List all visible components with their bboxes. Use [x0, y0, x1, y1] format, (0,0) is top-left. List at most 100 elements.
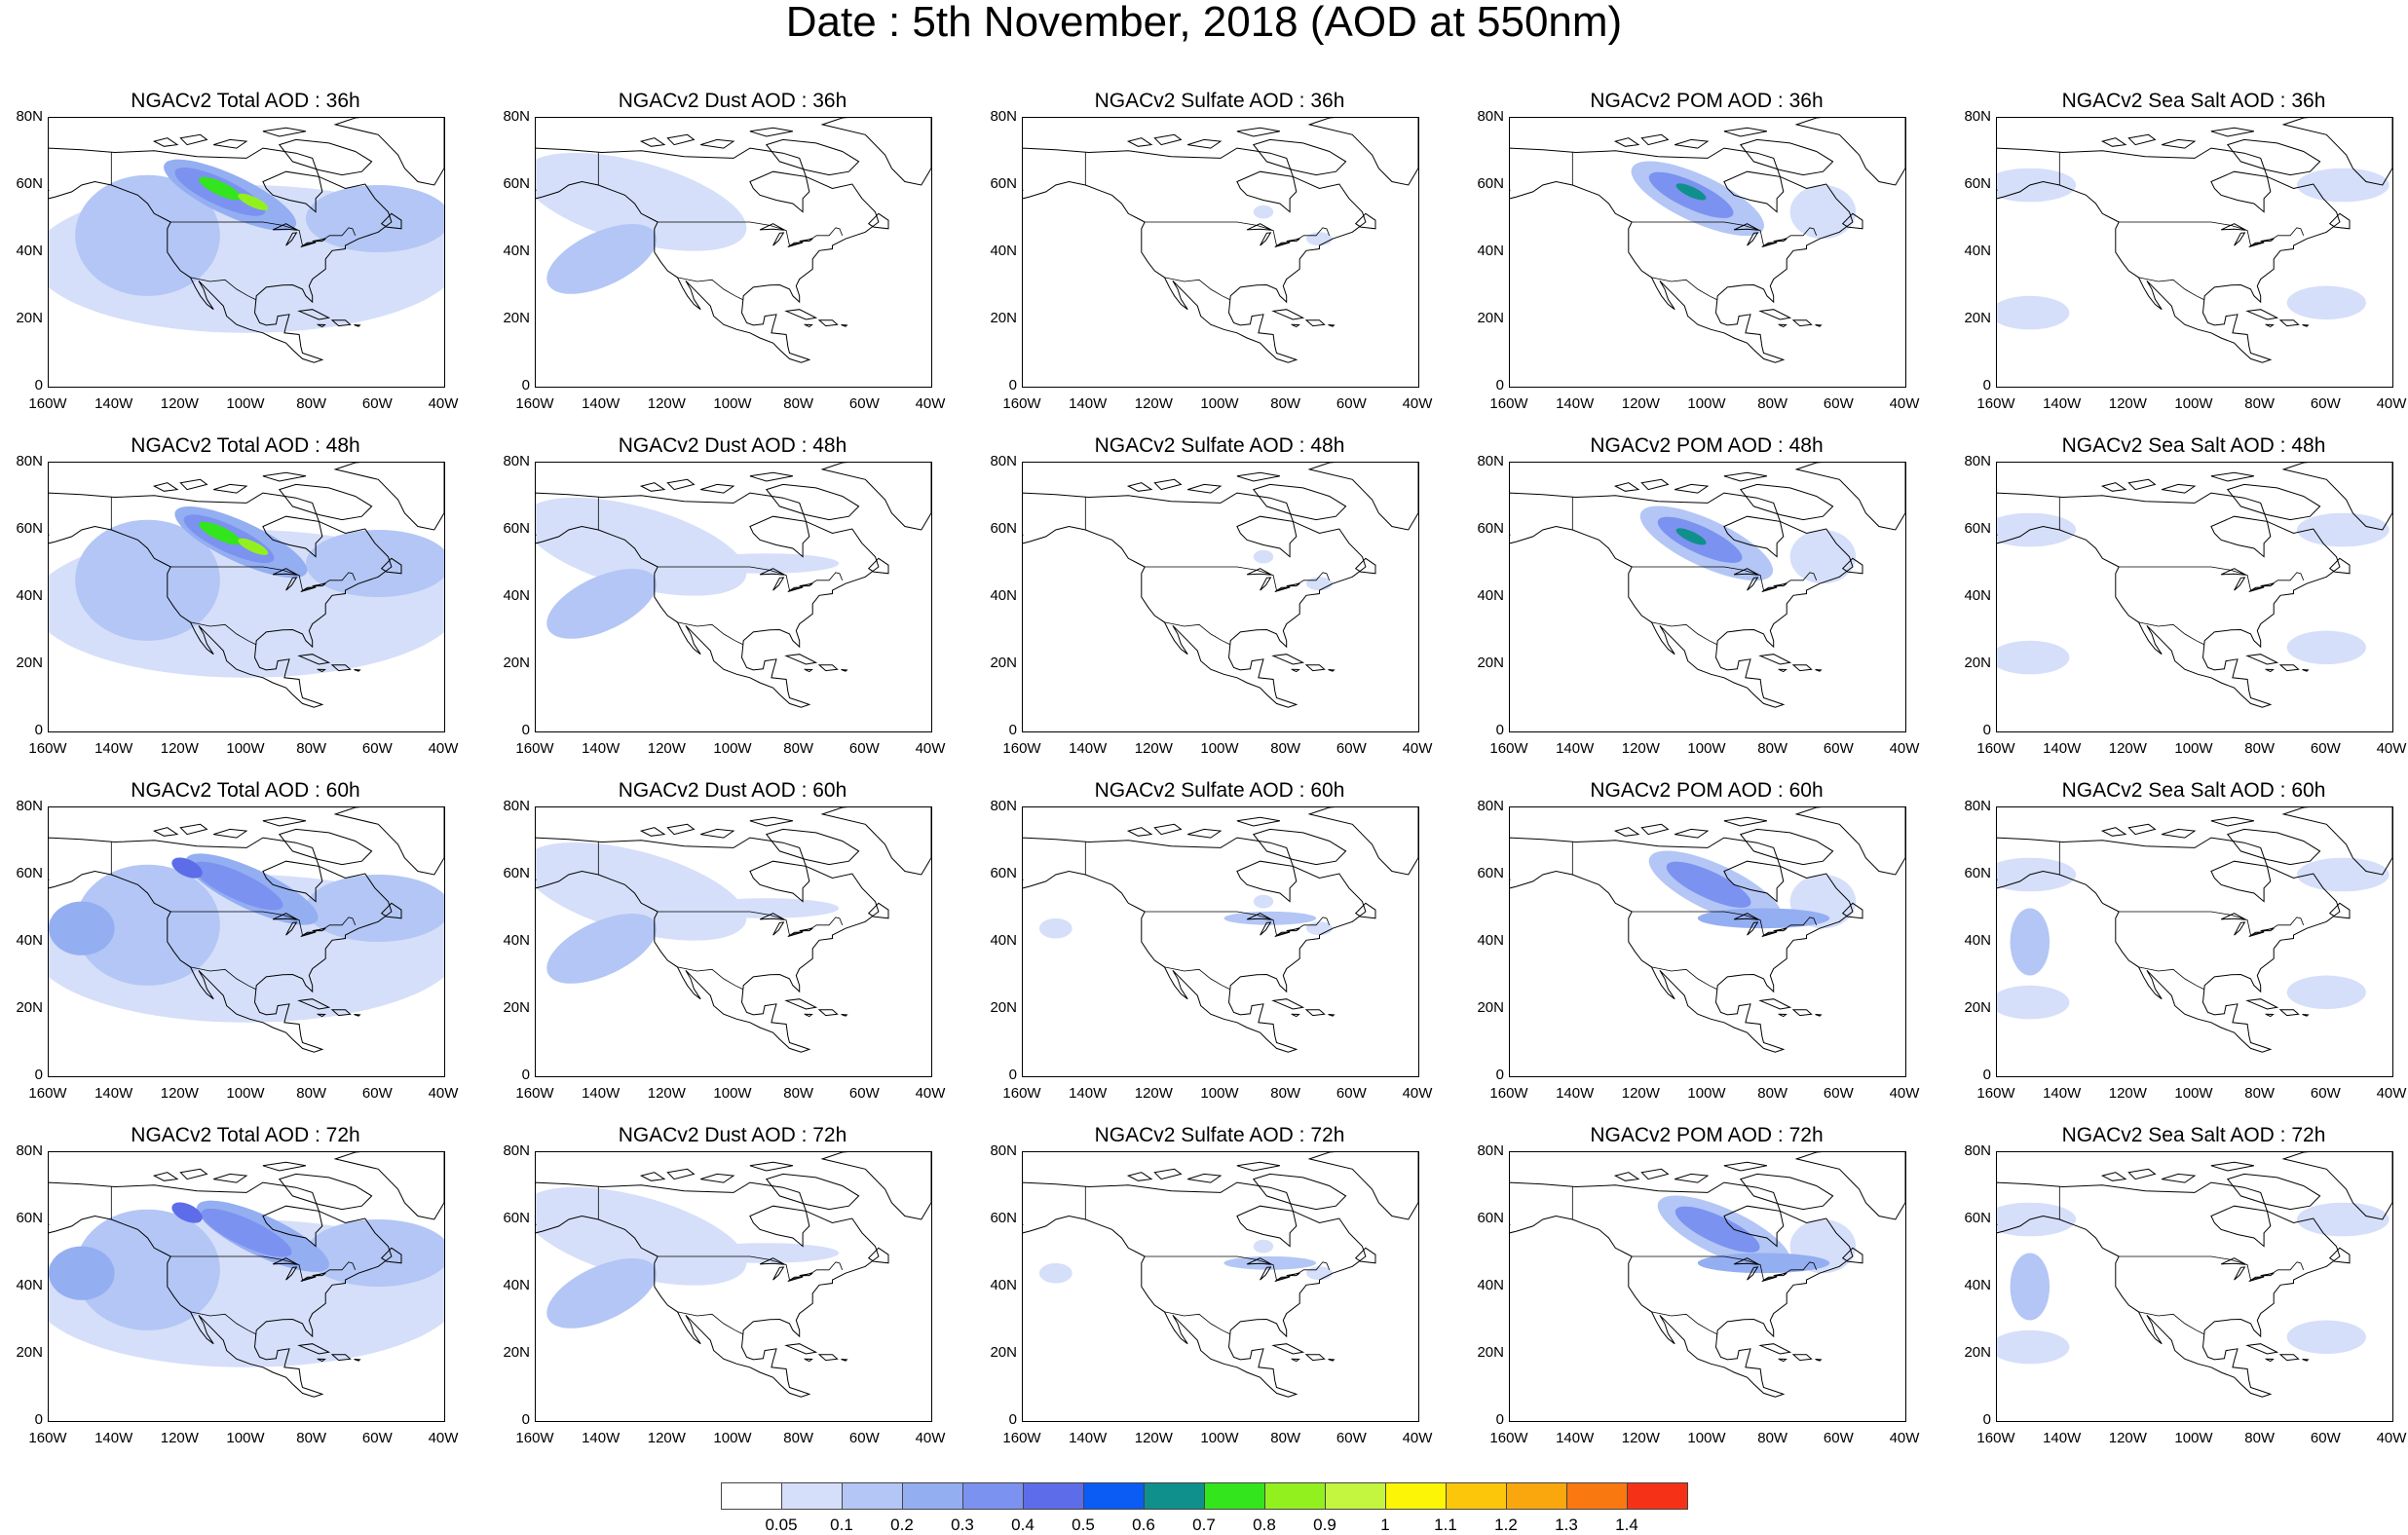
- coast-outline: [787, 1276, 804, 1282]
- lon-tick-label: 40W: [1889, 1430, 1920, 1446]
- lon-tick-label: 60W: [1823, 1085, 1854, 1102]
- coast-outline: [1613, 482, 1640, 492]
- political-border: [2119, 911, 2305, 936]
- panel-title: NGACv2 Dust AOD : 48h: [618, 434, 847, 457]
- coast-outline: [1723, 860, 1785, 903]
- aod-contour-3: [1789, 185, 1857, 240]
- coast-outline: [213, 138, 248, 149]
- coast-outline: [1304, 319, 1326, 327]
- aod-contour-1: [1666, 861, 1751, 908]
- coast-outline: [317, 1013, 326, 1018]
- lat-tick-label: 20N: [503, 655, 530, 671]
- colorbar-swatch: [1566, 1482, 1628, 1510]
- political-border: [677, 277, 743, 300]
- coast-outline: [354, 669, 361, 672]
- coastline: [49, 807, 444, 1053]
- coast-outline: [2302, 1014, 2310, 1017]
- coast-outline: [2278, 319, 2300, 327]
- lon-tick-label: 120W: [1621, 740, 1660, 757]
- coast-outline: [2278, 1009, 2300, 1017]
- lon-tick-label: 60W: [361, 395, 393, 412]
- lat-tick-label: 20N: [1477, 310, 1504, 326]
- aod-contour-5: [199, 521, 242, 545]
- lon-tick-label: 40W: [1402, 1430, 1433, 1446]
- lon-tick-label: 40W: [428, 1430, 459, 1446]
- map-panel-pom-60h: NGACv2 POM AOD : 60h 80N 60N 40N 20N 0 160W 140…: [1461, 775, 1929, 1110]
- coast-outline: [49, 837, 393, 1053]
- coast-outline: [639, 482, 666, 492]
- coast-outline: [1328, 669, 1336, 672]
- coast-outline: [380, 902, 402, 919]
- lon-tick-label: 160W: [1002, 740, 1041, 757]
- lat-tick-label: 40N: [1477, 1277, 1504, 1293]
- coast-outline: [1187, 138, 1223, 149]
- coast-outline: [1997, 147, 2341, 363]
- colorbar-label: 0.9: [1313, 1516, 1336, 1534]
- coast-outline: [749, 816, 793, 827]
- lon-tick-label: 40W: [915, 395, 946, 412]
- lon-tick-label: 140W: [2043, 740, 2082, 757]
- colorbar-swatch: [1627, 1482, 1688, 1510]
- coast-outline: [1126, 482, 1153, 492]
- lon-tick-label: 120W: [2108, 740, 2147, 757]
- lat-tick-label: 60N: [990, 175, 1017, 192]
- map-panel-seasalt-60h: NGACv2 Sea Salt AOD : 60h 80N 60N 40N 20N 0 16…: [1948, 775, 2408, 1110]
- coast-outline: [333, 1152, 444, 1220]
- coast-outline: [1187, 1173, 1223, 1183]
- coast-outline: [2248, 242, 2265, 247]
- lat-tick-label: 80N: [1477, 108, 1504, 125]
- coast-outline: [536, 147, 880, 363]
- lon-tick-label: 40W: [428, 740, 459, 757]
- coast-outline: [1674, 483, 1710, 494]
- political-border: [1632, 911, 1818, 936]
- map-plot: [1996, 462, 2393, 732]
- political-border: [1651, 1311, 1717, 1334]
- political-border: [2119, 221, 2305, 246]
- political-border: [2119, 566, 2305, 591]
- political-border: [170, 911, 357, 936]
- coast-outline: [1761, 242, 1778, 247]
- coast-outline: [2100, 482, 2127, 492]
- coastline: [49, 118, 444, 363]
- lon-tick-label: 120W: [647, 395, 686, 412]
- coast-outline: [1291, 323, 1300, 328]
- lon-tick-label: 140W: [582, 740, 621, 757]
- coast-outline: [867, 557, 889, 575]
- coast-outline: [2210, 816, 2254, 827]
- panel-title: NGACv2 Sulfate AOD : 72h: [1094, 1124, 1345, 1146]
- lon-tick-label: 80W: [783, 1085, 814, 1102]
- lat-tick-label: 0: [1008, 377, 1017, 393]
- coast-outline: [787, 931, 804, 937]
- coast-outline: [2328, 212, 2351, 230]
- lat-tick-label: 0: [521, 1411, 530, 1428]
- map-plot: [535, 117, 932, 388]
- coast-outline: [2162, 483, 2197, 494]
- lon-tick-label: 40W: [428, 1085, 459, 1102]
- coast-outline: [2234, 921, 2246, 936]
- coast-outline: [1739, 828, 1834, 866]
- political-border: [190, 966, 256, 990]
- lon-tick-label: 100W: [1687, 395, 1726, 412]
- coast-outline: [2210, 515, 2272, 558]
- aod-contour-0: [1253, 1239, 1274, 1254]
- coast-outline: [1354, 902, 1376, 919]
- coast-outline: [1510, 492, 1854, 708]
- coast-outline: [152, 482, 179, 492]
- lon-tick-label: 120W: [160, 1430, 199, 1446]
- lon-tick-label: 160W: [1489, 1085, 1528, 1102]
- lat-tick-label: 60N: [16, 520, 43, 537]
- coast-outline: [700, 828, 735, 839]
- coast-outline: [1328, 1359, 1336, 1362]
- panel-title: NGACv2 Sea Salt AOD : 60h: [2061, 779, 2326, 802]
- lat-tick-label: 60N: [503, 1210, 530, 1226]
- coast-outline: [1758, 1343, 1792, 1355]
- aod-contour-2: [1997, 640, 2070, 675]
- political-border: [677, 621, 743, 645]
- coast-outline: [49, 492, 393, 708]
- lon-tick-label: 100W: [713, 1430, 752, 1446]
- coast-outline: [1747, 921, 1759, 936]
- political-border: [1651, 966, 1717, 990]
- coastline: [1023, 463, 1418, 708]
- coast-outline: [2245, 309, 2279, 320]
- aod-contour-1: [75, 519, 220, 641]
